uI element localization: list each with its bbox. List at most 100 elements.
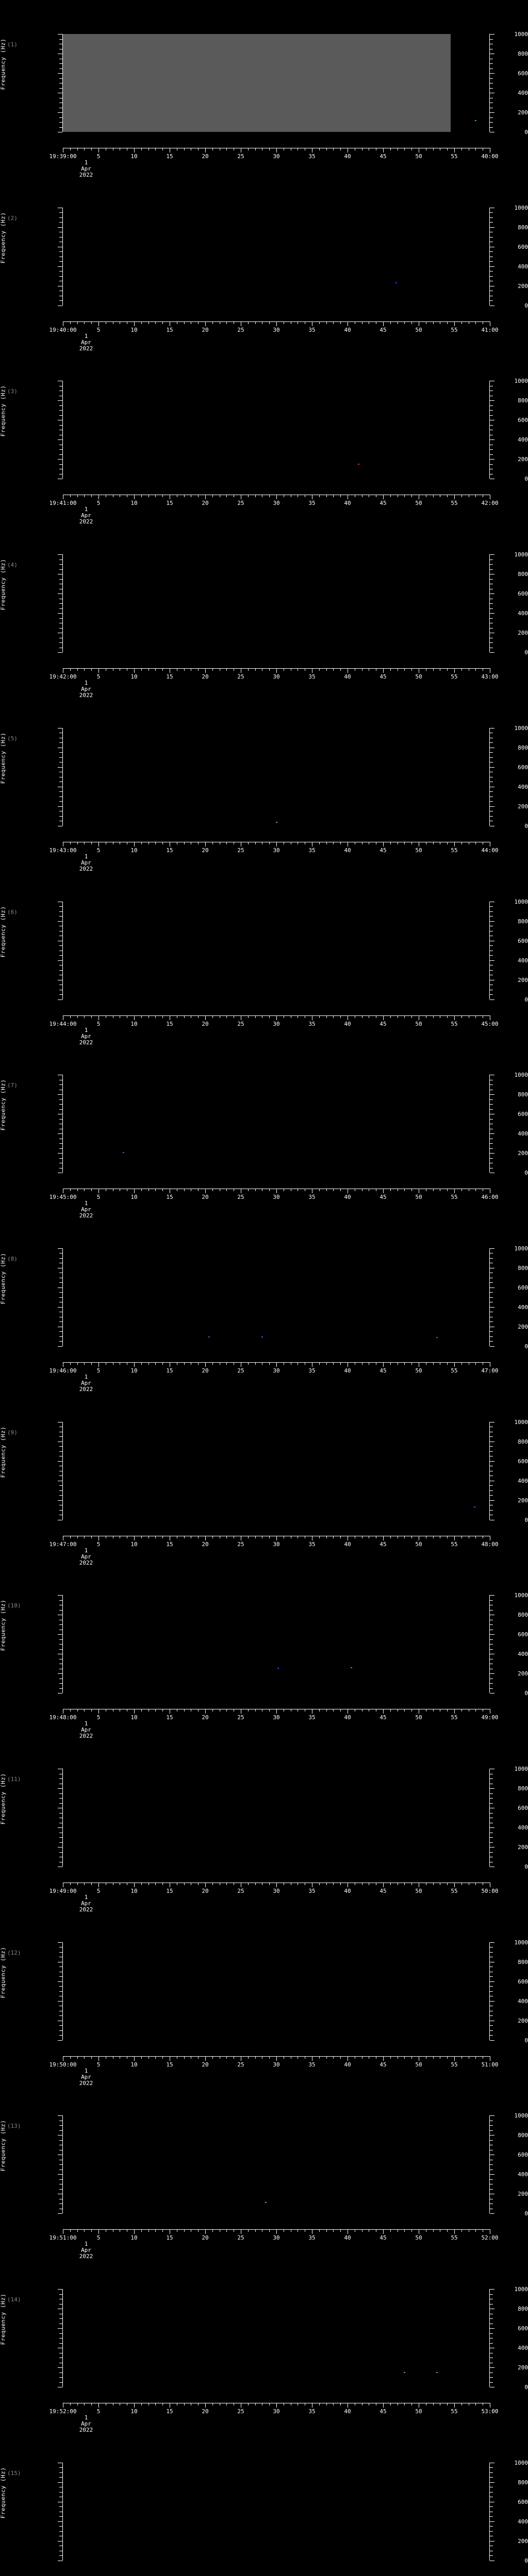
x-axis-start-label: 19:48:00 bbox=[49, 1714, 77, 1721]
x-axis-tick-label: 55 bbox=[451, 1714, 458, 1721]
panel-number-label: (8) bbox=[7, 1255, 18, 1262]
date-stamp-line: 1 bbox=[84, 680, 88, 687]
y-axis-major-tick bbox=[58, 1346, 62, 1347]
plot-area[interactable] bbox=[63, 727, 490, 826]
right-axis-tick bbox=[490, 212, 493, 213]
plot-area[interactable] bbox=[63, 554, 490, 653]
y-axis-minor-tick bbox=[59, 1490, 62, 1491]
y-axis-tick-label: 800 bbox=[518, 224, 528, 231]
x-axis-minor-tick bbox=[447, 1709, 448, 1712]
right-axis-tick bbox=[490, 88, 493, 89]
x-axis-major-tick bbox=[134, 2403, 135, 2408]
x-axis-minor-tick bbox=[212, 1189, 213, 1192]
x-axis-tick-label: 45 bbox=[380, 2061, 387, 2068]
plot-area[interactable] bbox=[63, 1942, 490, 2040]
y-axis-tick-label: 400 bbox=[518, 957, 528, 964]
y-axis-minor-tick bbox=[59, 603, 62, 604]
panel-number-label: (11) bbox=[7, 1776, 21, 1783]
y-axis-tick-label: 600 bbox=[518, 2498, 528, 2505]
spectrogram-panel: 0 200 400 600 800 1000 Frequency (Hz) (9) 19:47:… bbox=[0, 1411, 528, 1584]
x-axis-tick-label: 5 bbox=[96, 326, 101, 333]
y-axis-tick-label: 600 bbox=[518, 1631, 528, 1638]
x-axis-start-label: 19:49:00 bbox=[49, 1888, 77, 1894]
y-axis-major-tick bbox=[58, 1673, 62, 1674]
right-axis-spine bbox=[489, 34, 490, 132]
date-stamp-line: Apr bbox=[81, 165, 91, 172]
x-axis-tick-label: 30 bbox=[273, 2061, 280, 2068]
right-axis-spine bbox=[489, 1942, 490, 2040]
x-axis-minor-tick bbox=[475, 2229, 476, 2232]
panel-number-label: (4) bbox=[7, 562, 18, 569]
x-axis-tick-label: 35 bbox=[308, 153, 316, 160]
x-axis-minor-tick bbox=[70, 1709, 71, 1712]
x-axis-tick-label: 20 bbox=[202, 846, 209, 854]
right-axis-tick bbox=[490, 1683, 493, 1684]
y-axis-major-tick bbox=[58, 73, 62, 74]
y-axis-minor-tick bbox=[59, 1446, 62, 1447]
right-axis-spine bbox=[489, 381, 490, 479]
x-axis-tick-label: 40 bbox=[344, 1367, 351, 1374]
plot-area[interactable] bbox=[63, 901, 490, 999]
right-axis-tick bbox=[490, 999, 494, 1000]
x-axis-major-tick bbox=[205, 1362, 206, 1367]
y-axis-minor-tick bbox=[59, 415, 62, 416]
y-axis-tick-label: 600 bbox=[518, 243, 528, 250]
plot-area[interactable] bbox=[63, 2115, 490, 2214]
x-axis-minor-tick bbox=[162, 668, 163, 671]
x-axis-tick-label: 50 bbox=[415, 2408, 422, 2415]
right-axis-tick bbox=[490, 2372, 493, 2373]
x-axis-minor-tick bbox=[404, 1535, 405, 1538]
x-axis-major-tick bbox=[383, 1883, 384, 1887]
y-axis-minor-tick bbox=[59, 906, 62, 907]
y-axis-spine bbox=[62, 1248, 63, 1346]
plot-area[interactable] bbox=[63, 1421, 490, 1520]
x-axis-tick-label: 40 bbox=[344, 846, 351, 854]
x-axis-minor-tick bbox=[91, 148, 92, 150]
y-axis-minor-tick bbox=[59, 212, 62, 213]
x-axis-minor-tick bbox=[255, 841, 256, 844]
plot-area[interactable] bbox=[63, 2289, 490, 2387]
x-axis-minor-tick bbox=[319, 1015, 320, 1018]
x-axis-minor-tick bbox=[184, 1362, 185, 1365]
x-axis-tick-label: 50 bbox=[415, 153, 422, 160]
x-axis-minor-tick bbox=[475, 1189, 476, 1192]
right-axis-tick bbox=[490, 2025, 493, 2026]
plot-area[interactable] bbox=[63, 1769, 490, 1867]
x-axis-tick-label: 40 bbox=[344, 2408, 351, 2415]
y-axis-spine bbox=[62, 1421, 63, 1520]
y-axis-minor-tick bbox=[59, 1812, 62, 1814]
x-axis-major-tick bbox=[276, 2403, 277, 2408]
x-axis-tick-label: 10 bbox=[130, 153, 138, 160]
plot-area[interactable] bbox=[63, 1248, 490, 1346]
x-axis-tick-label: 45 bbox=[380, 673, 387, 681]
x-axis-major-tick bbox=[383, 841, 384, 846]
plot-area[interactable] bbox=[63, 2462, 490, 2561]
right-axis-tick bbox=[490, 1307, 494, 1308]
x-axis-minor-tick bbox=[411, 1362, 412, 1365]
plot-area[interactable] bbox=[63, 207, 490, 306]
x-axis-minor-tick bbox=[461, 668, 462, 671]
x-axis-tick-label: 55 bbox=[451, 846, 458, 854]
right-axis-tick bbox=[490, 652, 494, 653]
right-axis-tick bbox=[490, 1952, 493, 1953]
x-axis-minor-tick bbox=[155, 841, 156, 844]
date-stamp: 1 Apr 2022 bbox=[63, 2067, 109, 2087]
date-stamp-line: 2022 bbox=[79, 172, 93, 178]
x-axis-minor-tick bbox=[319, 495, 320, 498]
y-axis-minor-tick bbox=[59, 1485, 62, 1486]
x-axis-minor-tick bbox=[390, 1362, 391, 1365]
x-axis-minor-tick bbox=[70, 1883, 71, 1885]
plot-area[interactable] bbox=[63, 381, 490, 479]
plot-area[interactable] bbox=[63, 1075, 490, 1173]
x-axis-start-label: 19:51:00 bbox=[49, 2234, 77, 2242]
right-axis-tick bbox=[490, 1346, 494, 1347]
x-axis-minor-tick bbox=[212, 1362, 213, 1365]
right-axis-tick bbox=[490, 464, 493, 465]
x-axis-minor-tick bbox=[91, 2229, 92, 2232]
right-axis-tick bbox=[490, 2115, 494, 2116]
plot-area[interactable] bbox=[63, 1595, 490, 1693]
x-axis-major-tick bbox=[98, 495, 99, 500]
x-axis-minor-tick bbox=[433, 1362, 434, 1365]
x-axis-end-label: 50:00 bbox=[481, 1888, 499, 1894]
right-axis-tick bbox=[490, 2289, 494, 2290]
